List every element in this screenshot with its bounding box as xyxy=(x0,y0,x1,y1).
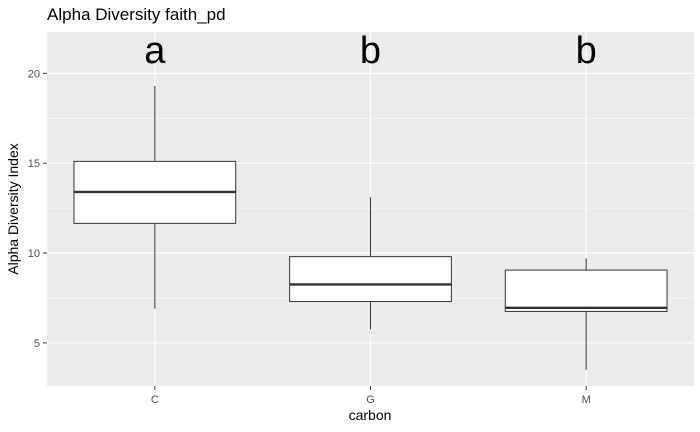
significance-letter: a xyxy=(144,30,166,72)
y-axis-ticks: 5 10 15 20 xyxy=(28,68,47,350)
box-M xyxy=(504,258,668,370)
significance-letter: b xyxy=(576,30,597,72)
x-axis-title: carbon xyxy=(349,407,392,423)
x-tick-label: G xyxy=(366,394,375,406)
box-G xyxy=(289,197,452,330)
box-series xyxy=(73,85,668,370)
y-tick-label: 10 xyxy=(28,248,40,260)
y-tick-label: 20 xyxy=(28,68,40,80)
x-tick-label: M xyxy=(582,394,591,406)
significance-letter: b xyxy=(360,30,381,72)
box-C xyxy=(73,85,237,309)
box-body xyxy=(289,256,452,303)
y-axis-title: Alpha Diversity Index xyxy=(5,143,21,275)
x-tick-label: C xyxy=(151,394,159,406)
chart-title: Alpha Diversity faith_pd xyxy=(47,5,226,24)
y-tick-label: 15 xyxy=(28,158,40,170)
box-body xyxy=(504,269,668,312)
y-tick-label: 5 xyxy=(34,338,40,350)
